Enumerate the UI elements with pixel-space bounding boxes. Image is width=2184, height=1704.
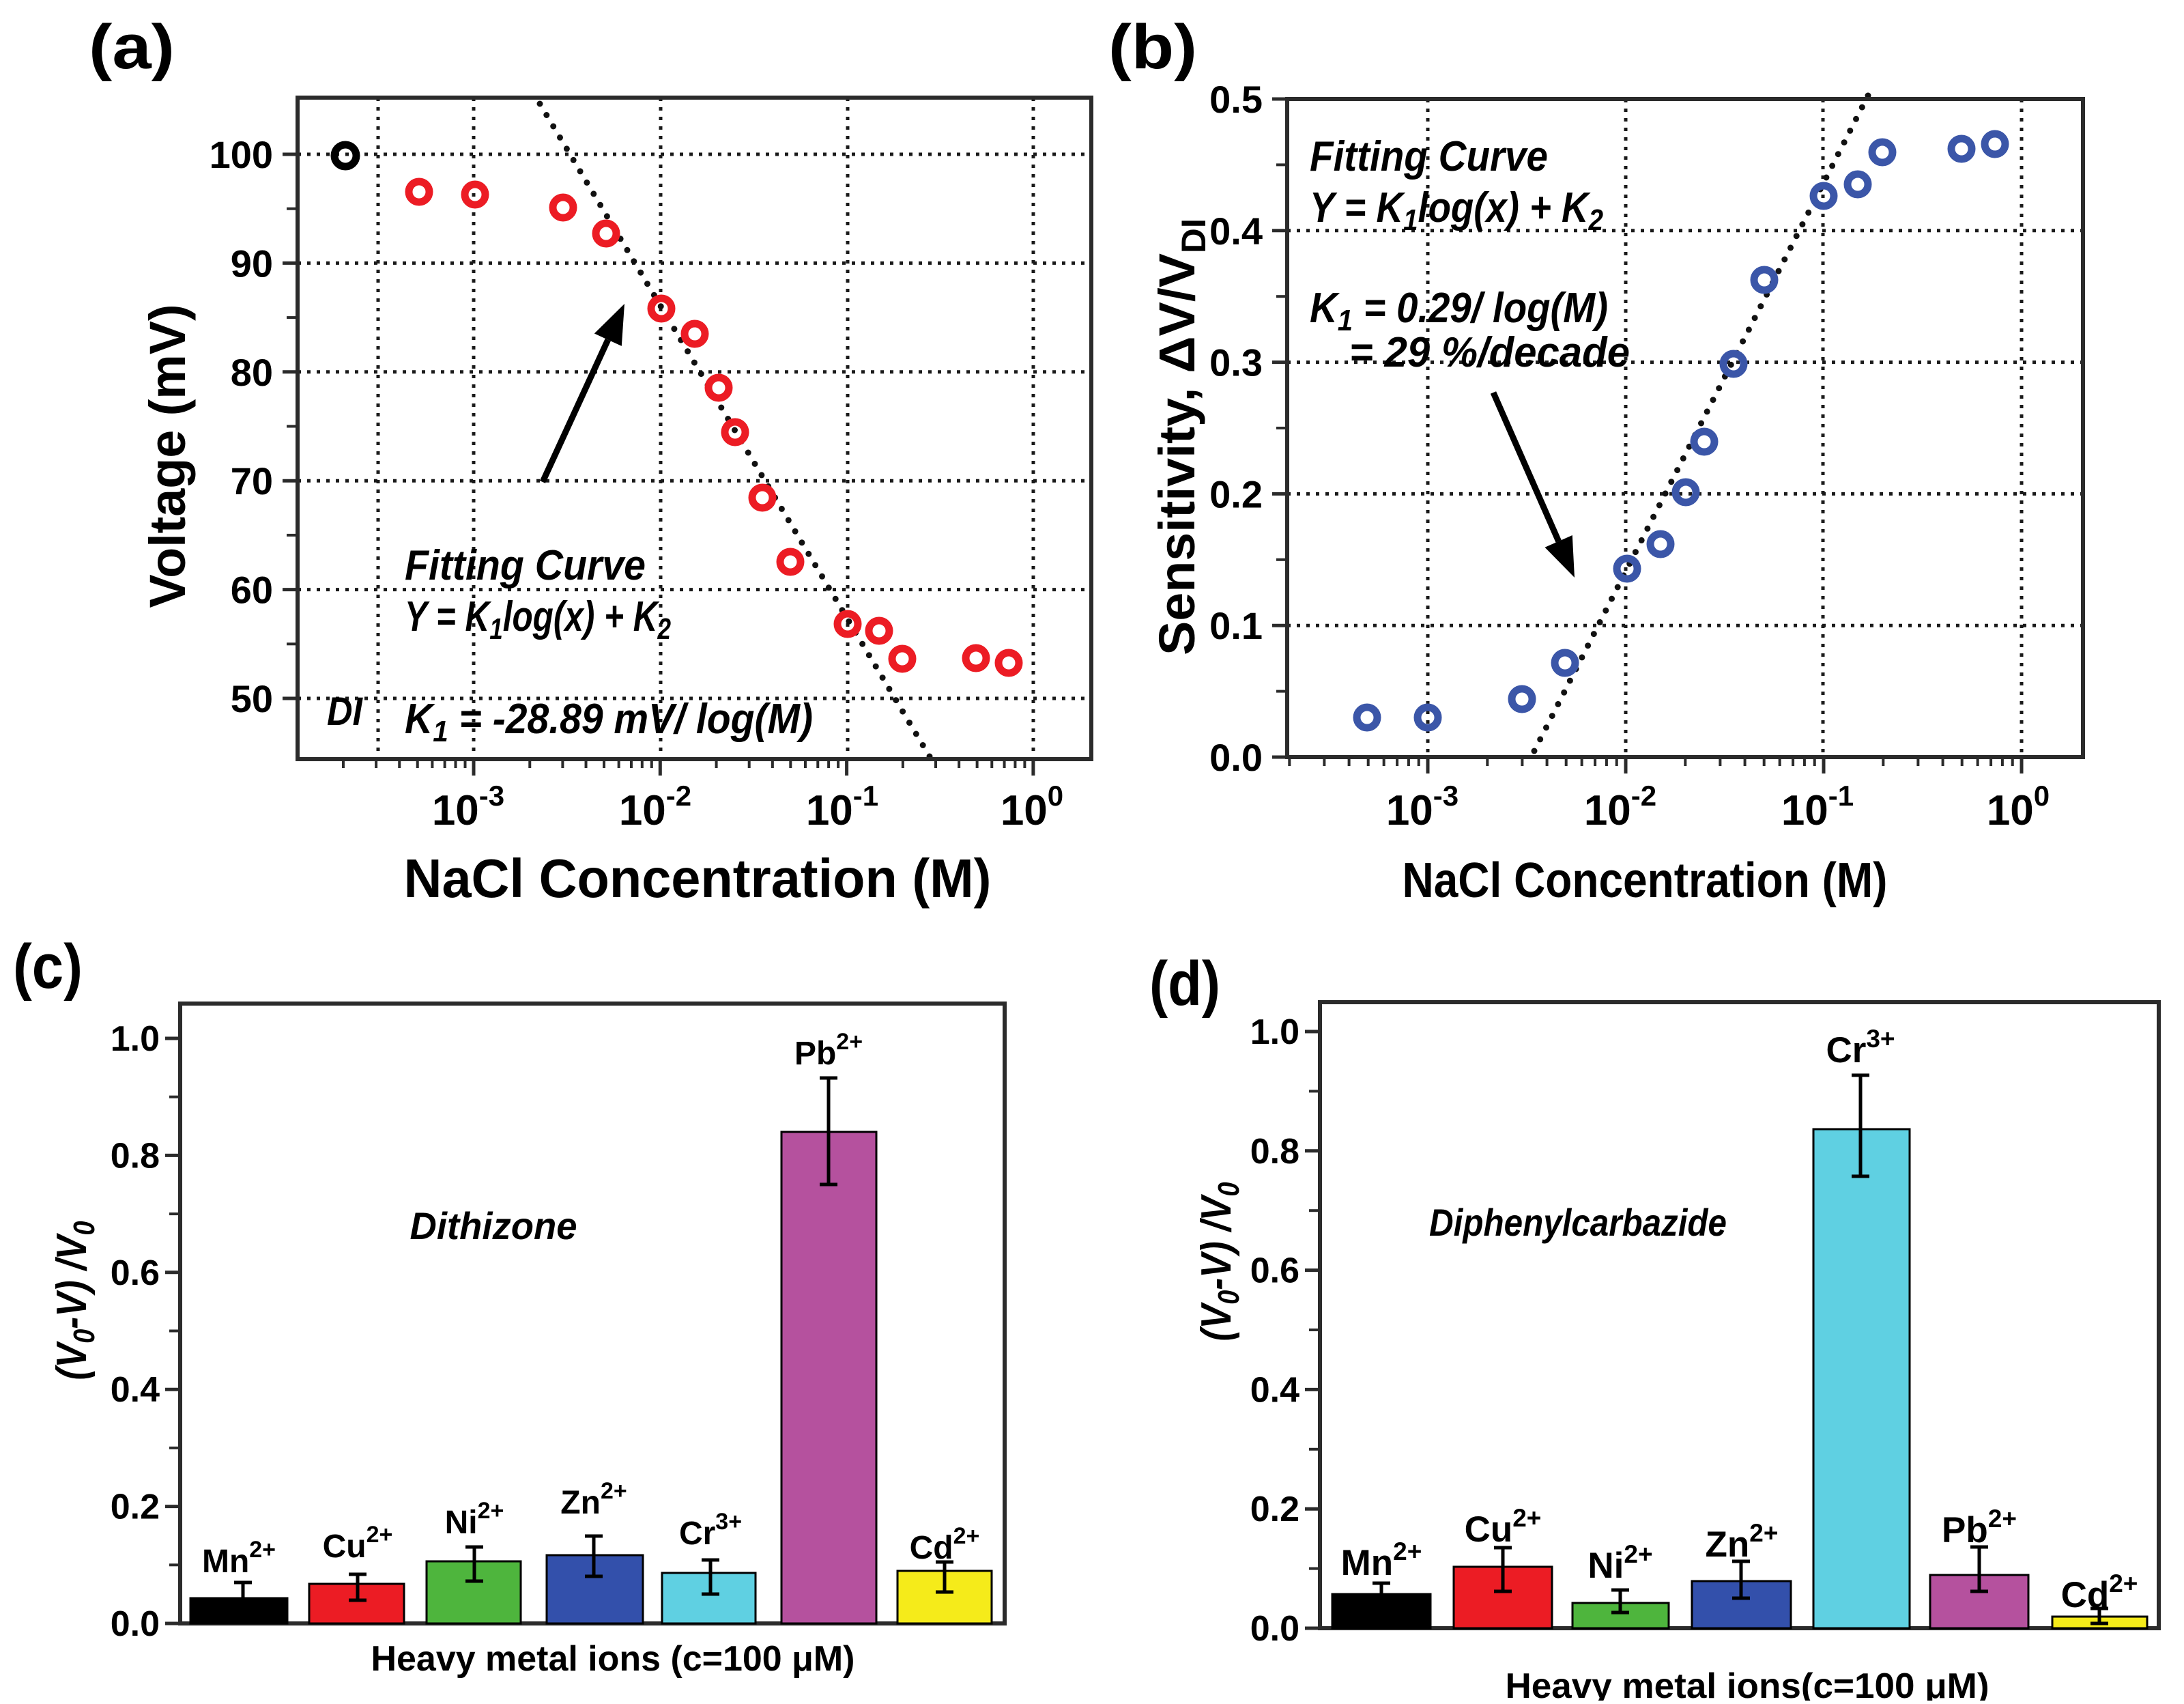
svg-text:10-2: 10-2	[619, 780, 691, 834]
svg-text:0.6: 0.6	[111, 1253, 160, 1293]
svg-text:Heavy metal ions (c=100 μM): Heavy metal ions (c=100 μM)	[371, 1639, 855, 1679]
svg-text:100: 100	[210, 133, 273, 176]
svg-text:100: 100	[1987, 780, 2050, 834]
svg-text:0.8: 0.8	[1250, 1132, 1299, 1172]
svg-text:K1 = -28.89 mV/ log(M): K1 = -28.89 mV/ log(M)	[405, 696, 813, 748]
svg-text:Dithizone: Dithizone	[410, 1204, 577, 1247]
svg-text:0.0: 0.0	[1250, 1609, 1299, 1649]
svg-text:(V0-V) /V0: (V0-V) /V0	[48, 1221, 101, 1380]
svg-text:Zn2+: Zn2+	[1706, 1519, 1779, 1565]
svg-text:70: 70	[231, 459, 273, 502]
svg-text:Y = K1log(x) + K2: Y = K1log(x) + K2	[405, 593, 671, 646]
svg-text:0.1: 0.1	[1209, 604, 1263, 647]
svg-text:60: 60	[231, 569, 273, 612]
svg-text:80: 80	[231, 351, 273, 394]
svg-text:0.5: 0.5	[1209, 78, 1263, 121]
svg-text:0.0: 0.0	[1209, 736, 1263, 779]
svg-text:0.2: 0.2	[1209, 472, 1263, 515]
svg-text:(a): (a)	[89, 12, 175, 82]
svg-text:(b): (b)	[1108, 12, 1197, 82]
svg-text:(d): (d)	[1149, 949, 1220, 1019]
svg-text:Mn2+: Mn2+	[202, 1537, 276, 1580]
svg-text:Voltage (mV): Voltage (mV)	[139, 304, 196, 608]
svg-text:0.2: 0.2	[1250, 1490, 1299, 1529]
svg-text:NaCl Concentration (M): NaCl Concentration (M)	[404, 848, 992, 909]
svg-text:0.2: 0.2	[111, 1488, 160, 1527]
svg-text:Cu2+: Cu2+	[323, 1522, 393, 1565]
svg-text:0.8: 0.8	[111, 1136, 160, 1176]
svg-text:Fitting Curve: Fitting Curve	[1310, 133, 1548, 180]
svg-text:50: 50	[231, 677, 273, 720]
svg-text:K1 = 0.29/ log(M): K1 = 0.29/ log(M)	[1310, 285, 1608, 337]
svg-text:DI: DI	[327, 690, 364, 734]
svg-text:0.4: 0.4	[1250, 1370, 1299, 1410]
svg-text:Cr3+: Cr3+	[679, 1509, 742, 1552]
svg-text:90: 90	[231, 242, 273, 285]
svg-text:(c): (c)	[13, 932, 83, 1002]
svg-text:Fitting Curve: Fitting Curve	[405, 542, 646, 589]
svg-text:Zn2+: Zn2+	[560, 1478, 627, 1521]
svg-text:Diphenylcarbazide: Diphenylcarbazide	[1429, 1201, 1727, 1244]
svg-text:Pb2+: Pb2+	[1942, 1505, 2017, 1550]
svg-text:(V0-V) /V0: (V0-V) /V0	[1193, 1182, 1246, 1341]
svg-text:= 29 %/decade: = 29 %/decade	[1349, 329, 1630, 376]
svg-text:0.6: 0.6	[1250, 1251, 1299, 1291]
svg-text:Y = K1log(x) + K2: Y = K1log(x) + K2	[1310, 184, 1603, 237]
svg-text:NaCl Concentration (M): NaCl Concentration (M)	[1403, 853, 1888, 908]
svg-text:Heavy metal ions(c=100 μM): Heavy metal ions(c=100 μM)	[1506, 1666, 1989, 1701]
svg-text:0.4: 0.4	[111, 1370, 160, 1410]
svg-text:0.0: 0.0	[111, 1604, 160, 1644]
svg-text:0.4: 0.4	[1209, 210, 1263, 253]
svg-text:0.3: 0.3	[1209, 341, 1263, 384]
svg-text:1.0: 1.0	[1250, 1012, 1299, 1052]
svg-text:Cu2+: Cu2+	[1465, 1504, 1542, 1550]
svg-text:1.0: 1.0	[111, 1019, 160, 1059]
svg-text:Sensitivity, ΔV/VDI: Sensitivity, ΔV/VDI	[1149, 218, 1213, 655]
